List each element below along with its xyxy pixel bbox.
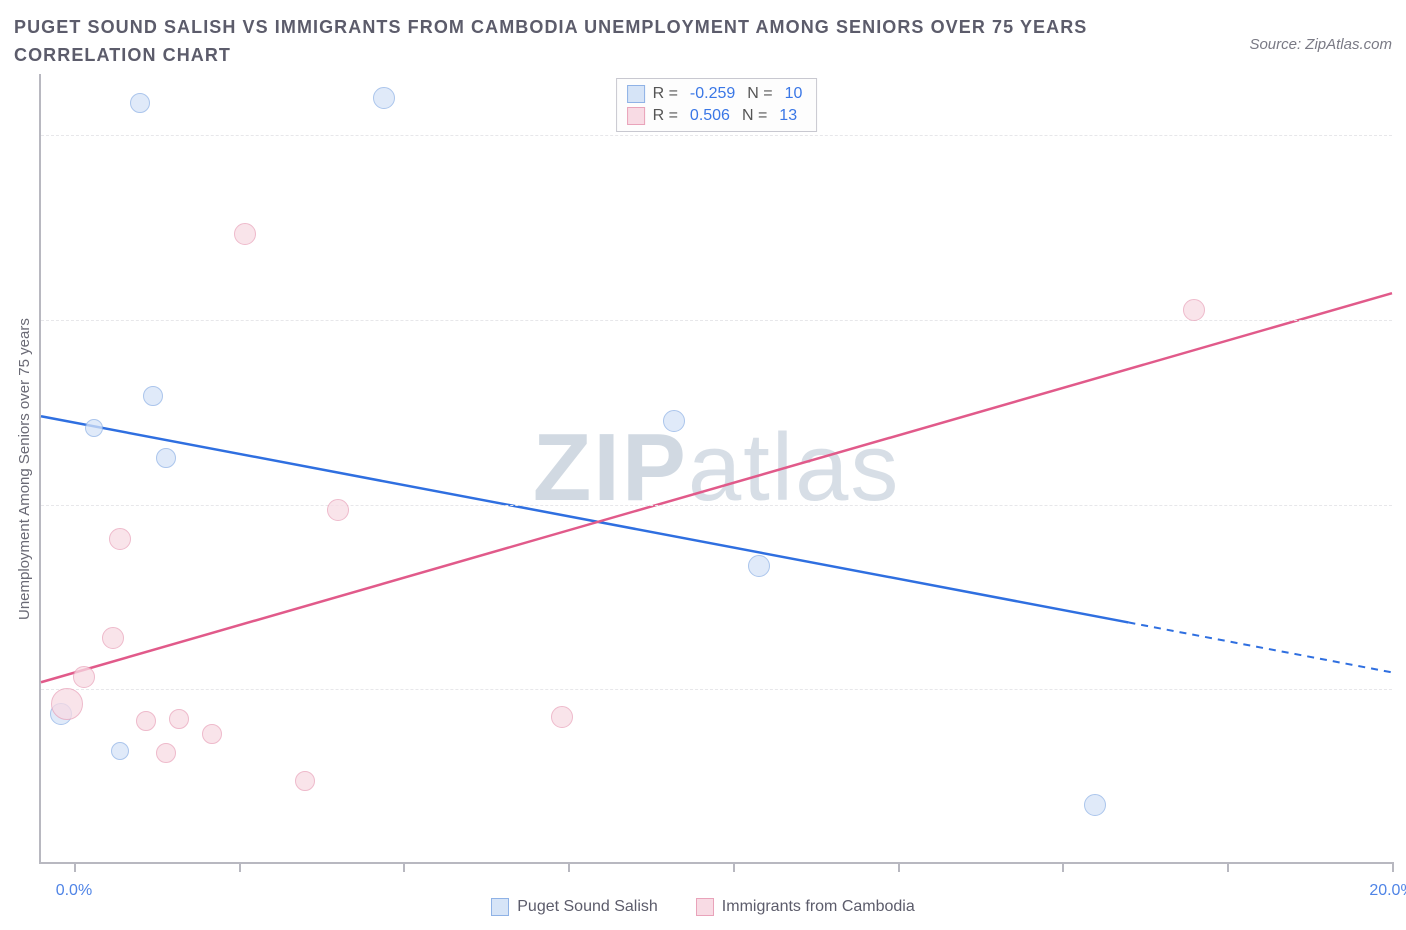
- data-point-salish: [1084, 794, 1106, 816]
- regression-line-cambodia: [41, 293, 1392, 682]
- y-axis-title: Unemployment Among Seniors over 75 years: [14, 74, 33, 864]
- legend-swatch-cambodia: [627, 107, 645, 125]
- data-point-cambodia: [551, 706, 573, 728]
- legend-series: Puget Sound Salish Immigrants from Cambo…: [14, 864, 1392, 916]
- regression-line-dashed-salish: [1128, 622, 1392, 672]
- plot-outer: Unemployment Among Seniors over 75 years…: [14, 74, 1392, 864]
- data-point-cambodia: [136, 711, 156, 731]
- data-point-cambodia: [109, 528, 131, 550]
- legend-r-label: R =: [653, 107, 678, 125]
- data-point-salish: [663, 410, 685, 432]
- legend-r-value-cambodia: 0.506: [686, 107, 734, 125]
- legend-n-value-cambodia: 13: [775, 107, 801, 125]
- chart-title: PUGET SOUND SALISH VS IMMIGRANTS FROM CA…: [14, 14, 1114, 70]
- legend-item-salish: Puget Sound Salish: [491, 898, 658, 916]
- x-tick: [403, 862, 405, 872]
- regression-lines: [41, 74, 1392, 862]
- x-tick: [898, 862, 900, 872]
- legend-n-label: N =: [742, 107, 767, 125]
- data-point-cambodia: [202, 724, 222, 744]
- data-point-salish: [748, 555, 770, 577]
- data-point-cambodia: [73, 666, 95, 688]
- data-point-salish: [373, 87, 395, 109]
- legend-correlation: R = -0.259 N = 10 R = 0.506 N = 13: [616, 78, 818, 132]
- correlation-chart: PUGET SOUND SALISH VS IMMIGRANTS FROM CA…: [14, 14, 1392, 916]
- x-tick: [1062, 862, 1064, 872]
- data-point-cambodia: [102, 627, 124, 649]
- regression-line-salish: [41, 416, 1128, 622]
- data-point-salish: [143, 386, 163, 406]
- legend-swatch-salish: [627, 85, 645, 103]
- data-point-salish: [85, 419, 103, 437]
- title-row: PUGET SOUND SALISH VS IMMIGRANTS FROM CA…: [14, 14, 1392, 70]
- x-tick-label: 20.0%: [1369, 882, 1406, 900]
- gridline: [41, 135, 1392, 136]
- data-point-salish: [130, 93, 150, 113]
- data-point-cambodia: [51, 688, 83, 720]
- data-point-cambodia: [169, 709, 189, 729]
- data-point-cambodia: [295, 771, 315, 791]
- legend-swatch-salish: [491, 898, 509, 916]
- legend-row-salish: R = -0.259 N = 10: [627, 83, 807, 105]
- legend-item-cambodia: Immigrants from Cambodia: [696, 898, 915, 916]
- data-point-cambodia: [234, 223, 256, 245]
- legend-label-salish: Puget Sound Salish: [517, 898, 658, 916]
- legend-swatch-cambodia: [696, 898, 714, 916]
- gridline: [41, 689, 1392, 690]
- gridline: [41, 505, 1392, 506]
- x-tick: [1227, 862, 1229, 872]
- legend-row-cambodia: R = 0.506 N = 13: [627, 105, 807, 127]
- legend-r-label: R =: [653, 85, 678, 103]
- x-tick: [74, 862, 76, 872]
- source-attribution: Source: ZipAtlas.com: [1249, 14, 1392, 53]
- data-point-salish: [111, 742, 129, 760]
- x-tick: [733, 862, 735, 872]
- data-point-salish: [156, 448, 176, 468]
- data-point-cambodia: [327, 499, 349, 521]
- x-tick: [568, 862, 570, 872]
- x-tick-label: 0.0%: [56, 882, 92, 900]
- legend-n-value-salish: 10: [781, 85, 807, 103]
- legend-r-value-salish: -0.259: [686, 85, 739, 103]
- x-tick: [239, 862, 241, 872]
- data-point-cambodia: [156, 743, 176, 763]
- legend-n-label: N =: [747, 85, 772, 103]
- x-tick: [1392, 862, 1394, 872]
- legend-label-cambodia: Immigrants from Cambodia: [722, 898, 915, 916]
- data-point-cambodia: [1183, 299, 1205, 321]
- plot-area: ZIPatlas R = -0.259 N = 10 R = 0.506 N =…: [39, 74, 1392, 864]
